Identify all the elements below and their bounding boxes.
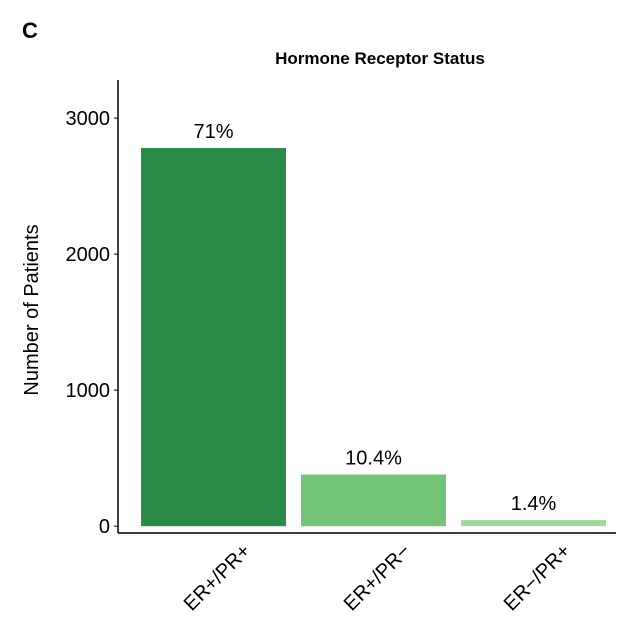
bar xyxy=(461,520,606,527)
bar-annotation: 71% xyxy=(193,121,233,143)
bar xyxy=(301,474,446,527)
y-axis-label: Number of Patients xyxy=(21,224,43,395)
x-tick-label: ER+/PR− xyxy=(340,540,415,615)
panel-label: C xyxy=(22,18,38,43)
chart-title: Hormone Receptor Status xyxy=(275,49,485,68)
x-tick-label: ER+/PR+ xyxy=(180,540,255,615)
y-tick-label: 1000 xyxy=(66,380,111,402)
y-tick-label: 2000 xyxy=(66,244,111,266)
bar xyxy=(141,148,286,527)
y-tick-label: 0 xyxy=(99,516,110,538)
y-tick-label: 3000 xyxy=(66,108,111,130)
x-tick-label: ER−/PR+ xyxy=(500,540,575,615)
bar-annotation: 1.4% xyxy=(511,493,557,515)
bar-annotation: 10.4% xyxy=(345,448,402,470)
